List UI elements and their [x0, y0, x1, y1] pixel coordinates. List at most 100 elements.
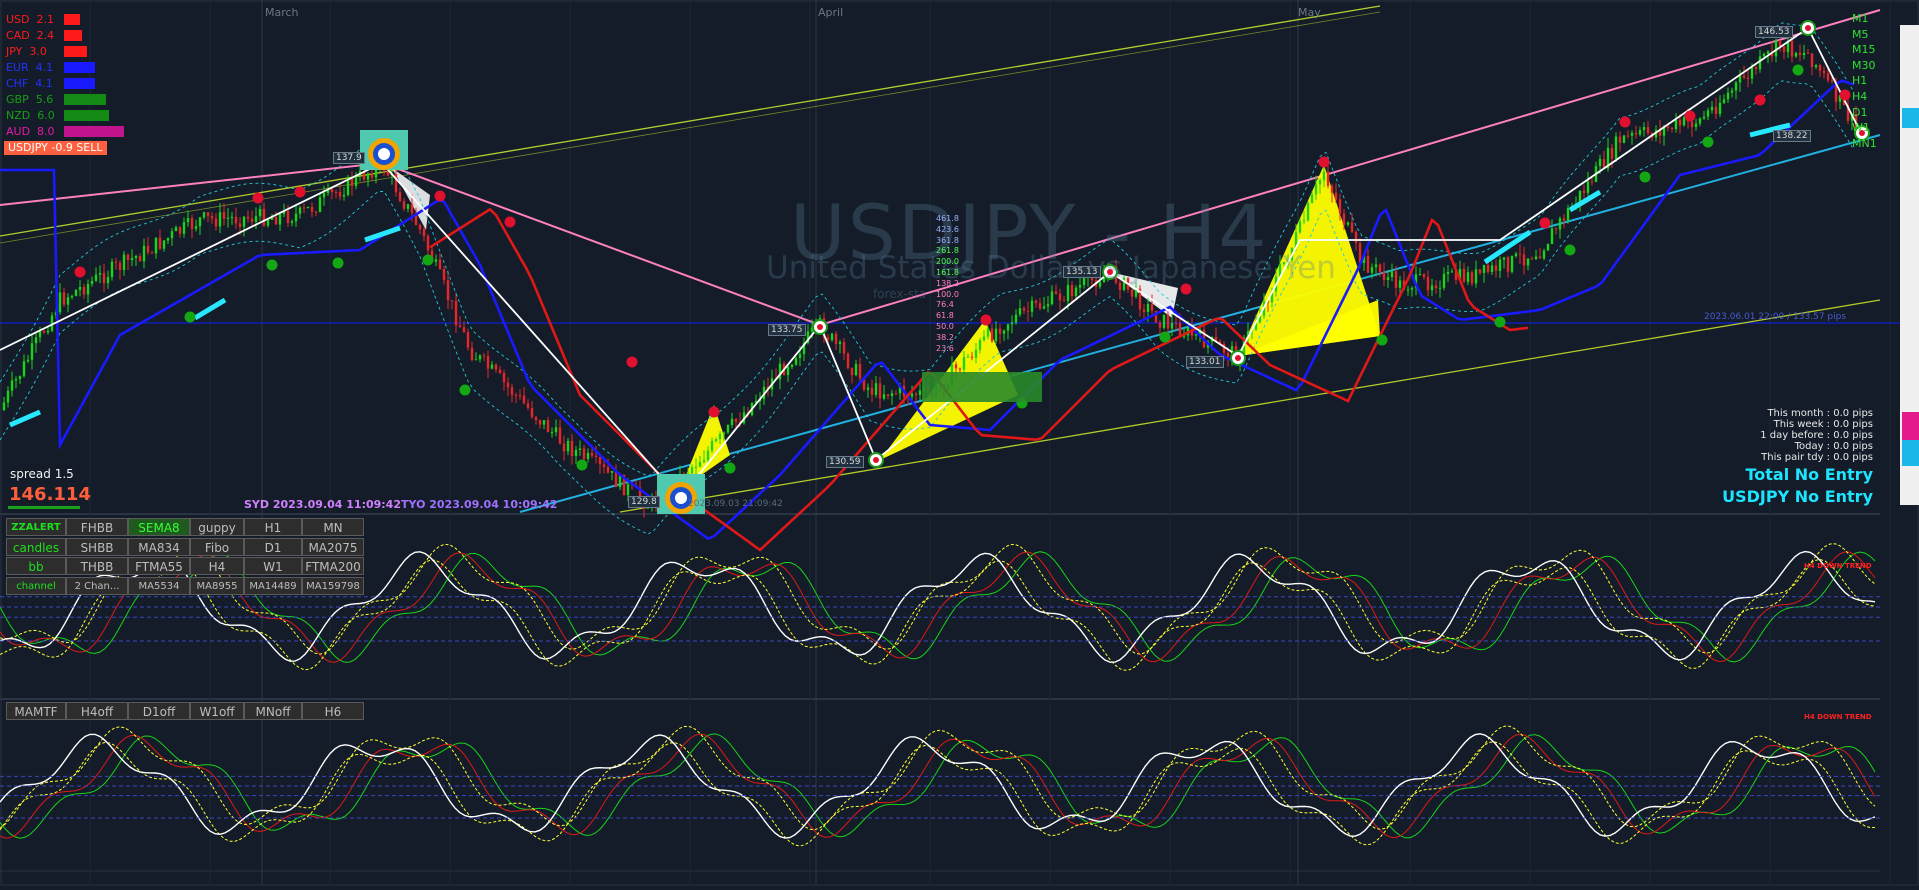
indicator-button-ma5534[interactable]: MA5534 — [128, 576, 190, 595]
candle-body — [1174, 322, 1178, 324]
indicator-button-ftma55[interactable]: FTMA55 — [128, 557, 190, 575]
candle-body — [1498, 259, 1502, 271]
toolbar-color-swatch-pink[interactable] — [1902, 412, 1919, 440]
candle-body — [1314, 184, 1318, 195]
indicator-button-ma834[interactable]: MA834 — [128, 537, 190, 556]
signal-dot-sell — [294, 186, 306, 198]
candle-body — [1526, 258, 1530, 266]
candle-body — [1830, 80, 1834, 82]
candle-body — [1366, 255, 1370, 273]
candle-body — [538, 420, 542, 425]
toolbar-color-swatch-cyan[interactable] — [1902, 440, 1919, 466]
candle-body — [838, 342, 842, 344]
indicator-button-sema8[interactable]: SEMA8 — [128, 518, 190, 536]
indicator-button-thbb[interactable]: THBB — [66, 557, 128, 575]
candle-body — [1698, 118, 1702, 124]
candle-body — [142, 245, 146, 262]
signal-dot-sell — [1754, 94, 1766, 106]
indicator-button-h1[interactable]: H1 — [244, 518, 302, 536]
mamtf-button-mamtf[interactable]: MAMTF — [6, 702, 66, 720]
indicator-button-channel[interactable]: channel — [6, 576, 66, 595]
candle-body — [1038, 303, 1042, 309]
candle-body — [570, 440, 574, 456]
indicator-button-zzalert[interactable]: ZZALERT — [6, 518, 66, 536]
candle-body — [1558, 218, 1562, 230]
session-syd: SYD 2023.09.04 11:09:42 — [244, 498, 401, 511]
candle-body — [1550, 228, 1554, 245]
candle-body — [1822, 70, 1826, 74]
timeframe-w1[interactable]: W1 — [1852, 121, 1870, 135]
candle-body — [1062, 300, 1066, 302]
mamtf-button-mnoff[interactable]: MNoff — [244, 702, 302, 720]
mamtf-button-h6[interactable]: H6 — [302, 702, 364, 720]
candle-body — [1074, 287, 1078, 297]
timeframe-m1[interactable]: M1 — [1852, 12, 1869, 25]
mamtf-button-w1off[interactable]: W1off — [190, 702, 244, 720]
timeframe-m15[interactable]: M15 — [1852, 43, 1876, 57]
oscillator-1-line-1 — [0, 551, 1876, 663]
indicator-button-fhbb[interactable]: FHBB — [66, 518, 128, 536]
indicator-button-ma2075[interactable]: MA2075 — [302, 537, 364, 556]
candle-body — [1410, 287, 1414, 290]
oscillator-2-line-0 — [0, 733, 1876, 839]
candle-body — [954, 364, 958, 369]
indicator-button-ma14489[interactable]: MA14489 — [244, 576, 302, 595]
candle-body — [1782, 46, 1786, 52]
timeframe-d1[interactable]: D1 — [1852, 105, 1868, 119]
timeframe-mn1[interactable]: MN1 — [1852, 136, 1877, 150]
candle-body — [410, 204, 414, 214]
candle-body — [418, 225, 422, 230]
currency-label: AUD 8.0 — [6, 125, 55, 138]
indicator-button-bb[interactable]: bb — [6, 557, 66, 575]
cyan-trend-line — [519, 134, 1881, 513]
toolbar-active-tool[interactable] — [1902, 108, 1919, 128]
indicator-button-ftma200[interactable]: FTMA200 — [302, 557, 364, 575]
cyan-signal-segment-3 — [1483, 229, 1532, 265]
currency-label: NZD 6.0 — [6, 109, 55, 122]
candle-body — [1622, 135, 1626, 143]
candle-body — [1078, 285, 1082, 288]
candle-body — [1678, 119, 1682, 126]
candle-body — [1006, 324, 1010, 331]
timeframe-h1[interactable]: H1 — [1852, 74, 1868, 88]
indicator-button-d1[interactable]: D1 — [244, 537, 302, 556]
candle-body — [1258, 316, 1262, 323]
candle-body — [402, 201, 406, 209]
candle-body — [1318, 180, 1322, 185]
candle-body — [1534, 256, 1538, 260]
candle-body — [1630, 132, 1634, 136]
currency-strength-bar — [64, 14, 80, 25]
candle-body — [242, 216, 246, 227]
candle-body — [2, 402, 6, 410]
signal-dot-buy — [332, 257, 344, 269]
candle-body — [1838, 95, 1842, 102]
indicator-button-ma159798[interactable]: MA159798 — [302, 576, 364, 595]
mamtf-button-h4off[interactable]: H4off — [66, 702, 128, 720]
candle-body — [502, 373, 506, 383]
indicator-button-shbb[interactable]: SHBB — [66, 537, 128, 556]
candle-body — [1646, 127, 1650, 134]
indicator-button-candles[interactable]: candles — [6, 537, 66, 556]
indicator-button-ma8955[interactable]: MA8955 — [190, 576, 244, 595]
indicator-button-mn[interactable]: MN — [302, 518, 364, 536]
spread-label: spread 1.5 — [10, 467, 74, 481]
timeframe-m30[interactable]: M30 — [1852, 58, 1876, 72]
timeframe-m5[interactable]: M5 — [1852, 27, 1869, 41]
candle-body — [1542, 250, 1546, 259]
candle-body — [734, 418, 738, 422]
signal-dot-sell — [1539, 217, 1551, 229]
mamtf-button-d1off[interactable]: D1off — [128, 702, 190, 720]
candle-body — [1034, 300, 1038, 304]
candle-body — [998, 328, 1002, 334]
indicator-button-w1[interactable]: W1 — [244, 557, 302, 575]
indicator-button-2-chan-[interactable]: 2 Chan... — [66, 576, 128, 595]
stat-this-week: This week : 0.0 pips — [1773, 419, 1873, 430]
envelope-lower — [0, 80, 1855, 535]
indicator-button-h4[interactable]: H4 — [190, 557, 244, 575]
candle-body — [1178, 323, 1182, 337]
envelope-upper — [0, 22, 1855, 477]
indicator-button-guppy[interactable]: guppy — [190, 518, 244, 536]
indicator-button-fibo[interactable]: Fibo — [190, 537, 244, 556]
timeframe-h4[interactable]: H4 — [1852, 90, 1868, 103]
